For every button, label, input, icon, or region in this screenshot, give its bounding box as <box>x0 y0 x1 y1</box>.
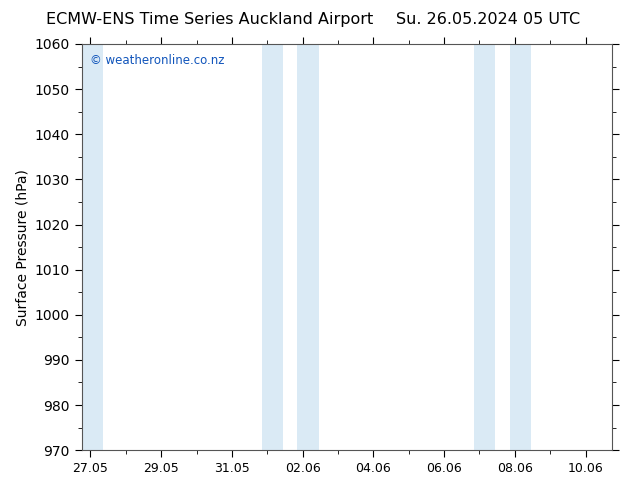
Text: ECMW-ENS Time Series Auckland Airport: ECMW-ENS Time Series Auckland Airport <box>46 12 373 27</box>
Bar <box>297 44 318 450</box>
Bar <box>262 44 283 450</box>
Text: © weatheronline.co.nz: © weatheronline.co.nz <box>89 54 224 67</box>
Bar <box>474 44 495 450</box>
Bar <box>510 44 531 450</box>
Text: Su. 26.05.2024 05 UTC: Su. 26.05.2024 05 UTC <box>396 12 580 27</box>
Bar <box>82 44 103 450</box>
Y-axis label: Surface Pressure (hPa): Surface Pressure (hPa) <box>15 169 29 325</box>
